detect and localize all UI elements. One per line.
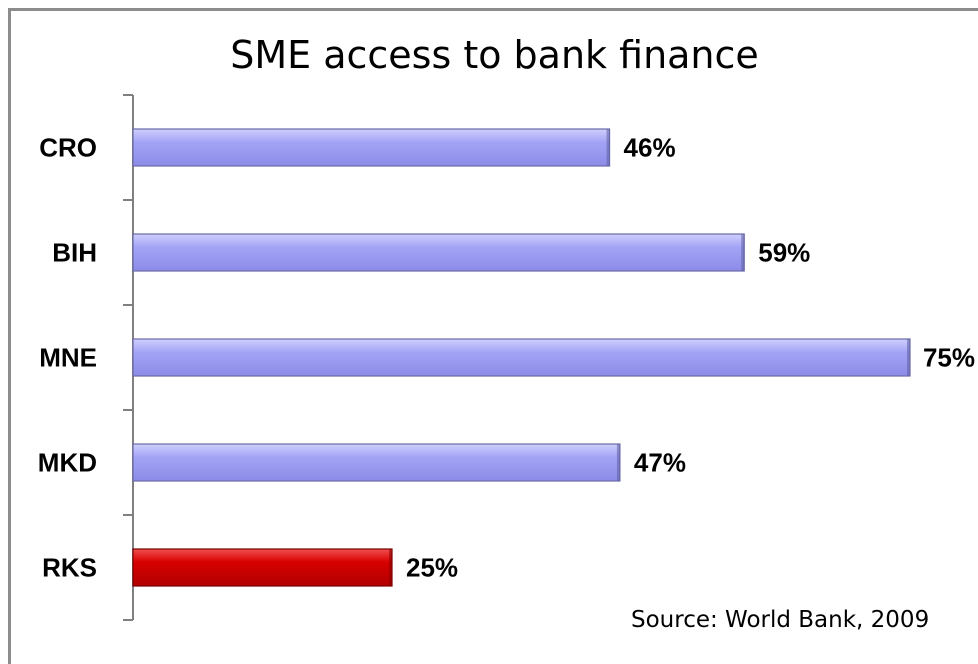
- value-label-rks: 25%: [406, 553, 458, 583]
- category-label-mkd: MKD: [38, 448, 97, 478]
- source-note: Source: World Bank, 2009: [631, 607, 930, 633]
- bar-edge-cro: [606, 129, 610, 166]
- value-label-mne: 75%: [923, 343, 975, 373]
- labels: CRO 46% BIH 59% MNE 75% MKD 47% RKS 25%: [38, 133, 975, 583]
- bar-edge-bih: [741, 234, 745, 271]
- bar-edge-mkd: [616, 444, 620, 481]
- bar-edge-mne: [907, 339, 910, 376]
- bar-edge-rks: [389, 549, 392, 586]
- bar-cro: [132, 128, 611, 167]
- bar-mkd: [132, 443, 621, 482]
- value-label-bih: 59%: [758, 238, 810, 268]
- category-label-mne: MNE: [39, 343, 97, 373]
- bar-bih: [132, 233, 745, 272]
- chart-title: SME access to bank finance: [230, 33, 759, 77]
- value-label-cro: 46%: [624, 133, 676, 163]
- bar-mne: [132, 338, 911, 377]
- bar-rks: [132, 548, 393, 587]
- y-axis: [123, 94, 134, 621]
- category-label-bih: BIH: [52, 238, 97, 268]
- value-label-mkd: 47%: [634, 448, 686, 478]
- category-label-cro: CRO: [39, 133, 97, 163]
- category-label-rks: RKS: [42, 553, 97, 583]
- bars: [132, 128, 911, 587]
